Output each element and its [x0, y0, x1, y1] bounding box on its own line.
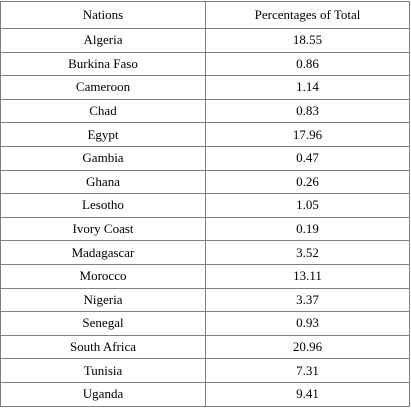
table-row: Ivory Coast 0.19 [0, 216, 410, 242]
table-row: Cameroon 1.14 [0, 75, 410, 100]
table-row: Chad 0.83 [0, 98, 410, 124]
table-row: Ghana 0.26 [0, 169, 410, 195]
nation-cell: Uganda [0, 381, 206, 407]
table-row: Lesotho 1.05 [0, 193, 410, 218]
percentage-cell: 0.47 [205, 145, 410, 171]
nation-cell: Senegal [0, 311, 206, 336]
table-row: Senegal 0.93 [0, 311, 410, 336]
table-row: South Africa 20.96 [0, 334, 410, 360]
percentage-cell: 0.93 [205, 311, 410, 336]
table-row: Gambia 0.47 [0, 145, 410, 171]
table-row: Nigeria 3.37 [0, 287, 410, 313]
percentage-cell: 1.14 [205, 75, 410, 100]
percentage-cell: 0.19 [205, 216, 410, 242]
table-row: Tunisia 7.31 [0, 358, 410, 383]
nation-cell: Chad [0, 98, 206, 124]
nation-cell: Tunisia [0, 358, 206, 383]
nation-cell: Algeria [0, 28, 206, 53]
header-cell: Percentages of Total [205, 1, 410, 29]
table-row: Egypt 17.96 [0, 122, 410, 147]
percentage-cell: 3.37 [205, 287, 410, 313]
nation-cell: Gambia [0, 145, 206, 171]
percentage-cell: 13.11 [205, 263, 410, 289]
percentage-cell: 17.96 [205, 122, 410, 147]
nation-cell: Lesotho [0, 193, 206, 218]
table-row: Uganda 9.41 [0, 381, 410, 407]
table-row: Burkina Faso 0.86 [0, 51, 410, 77]
percentage-cell: 0.26 [205, 169, 410, 195]
percentage-cell: 0.86 [205, 51, 410, 77]
percentage-cell: 1.05 [205, 193, 410, 218]
table-row: Madagascar 3.52 [0, 240, 410, 265]
table-row: Algeria 18.55 [0, 28, 410, 53]
table-header: Nations Percentages of Total [0, 1, 410, 29]
table-body: Algeria 18.55 Burkina Faso 0.86 Cameroon 1.14… [0, 28, 410, 407]
nation-cell: Ghana [0, 169, 206, 195]
table-row: Morocco 13.11 [0, 263, 410, 289]
nation-cell: Cameroon [0, 75, 206, 100]
nation-cell: South Africa [0, 334, 206, 360]
percentage-cell: 0.83 [205, 98, 410, 124]
nation-cell: Morocco [0, 263, 206, 289]
percentage-cell: 7.31 [205, 358, 410, 383]
percentage-cell: 9.41 [205, 381, 410, 407]
nation-cell: Nigeria [0, 287, 206, 313]
percentage-cell: 3.52 [205, 240, 410, 265]
nation-cell: Egypt [0, 122, 206, 147]
nation-cell: Madagascar [0, 240, 206, 265]
percentage-cell: 18.55 [205, 28, 410, 53]
nation-cell: Burkina Faso [0, 51, 206, 77]
nation-cell: Ivory Coast [0, 216, 206, 242]
header-row: Nations Percentages of Total [0, 1, 410, 29]
header-cell: Nations [0, 1, 206, 29]
percentage-cell: 20.96 [205, 334, 410, 360]
